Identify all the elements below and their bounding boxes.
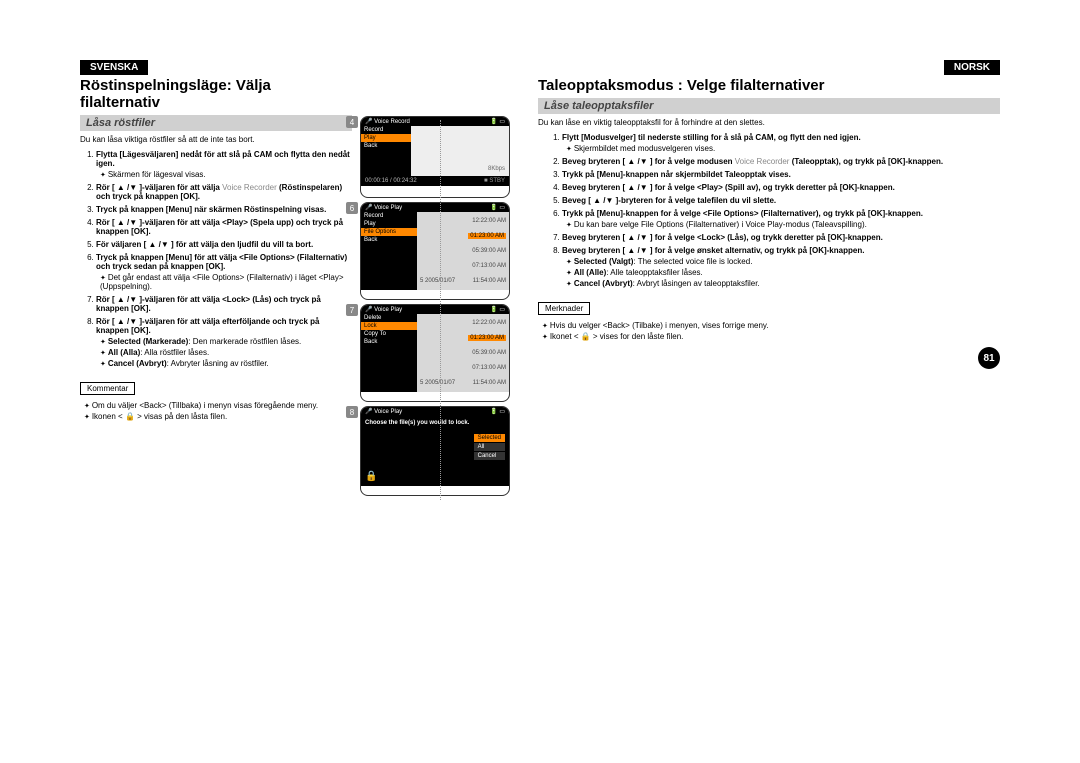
subtitle-sv: Låsa röstfiler [80, 115, 352, 131]
notes-sv: Om du väljer <Back> (Tillbaka) i menyn v… [80, 401, 352, 421]
screenshot-4: 4 🎤 Voice Record🔋 ▭ Record Play Back 8Kb… [360, 116, 530, 198]
title-no: Taleopptaksmodus : Velge filalternativer [538, 77, 1000, 94]
subtitle-no: Låse taleopptaksfiler [538, 98, 1000, 114]
column-norsk: NORSK Taleopptaksmodus : Velge filaltern… [530, 60, 1000, 500]
lang-tag-sv: SVENSKA [80, 60, 148, 75]
page-number: 81 [978, 347, 1000, 369]
column-swedish: SVENSKA Röstinspelningsläge: Välja filal… [80, 60, 360, 500]
column-divider [440, 120, 441, 500]
note-label-sv: Kommentar [80, 382, 135, 395]
screenshot-8: 8 🎤 Voice Play🔋 ▭ Choose the file(s) you… [360, 406, 530, 496]
title-sv: Röstinspelningsläge: Välja filalternativ [80, 77, 352, 111]
screenshot-6: 6 🎤 Voice Play🔋 ▭ Record Play File Optio… [360, 202, 530, 300]
column-screenshots: 4 🎤 Voice Record🔋 ▭ Record Play Back 8Kb… [360, 60, 530, 500]
lock-icon: 🔒 [365, 471, 377, 482]
steps-sv: Flytta [Lägesväljaren] nedåt för att slå… [80, 150, 352, 368]
intro-no: Du kan låse en viktig taleopptaksfil for… [538, 118, 1000, 127]
screenshot-7: 7 🎤 Voice Play🔋 ▭ Delete Lock Copy To Ba… [360, 304, 530, 402]
steps-no: Flytt [Modusvelger] til nederste stillin… [538, 133, 1000, 288]
lang-tag-no: NORSK [944, 60, 1000, 75]
intro-sv: Du kan låsa viktiga röstfiler så att de … [80, 135, 352, 144]
notes-no: Hvis du velger <Back> (Tilbake) i menyen… [538, 321, 1000, 341]
manual-page: SVENSKA Röstinspelningsläge: Välja filal… [80, 60, 1000, 500]
note-label-no: Merknader [538, 302, 590, 315]
